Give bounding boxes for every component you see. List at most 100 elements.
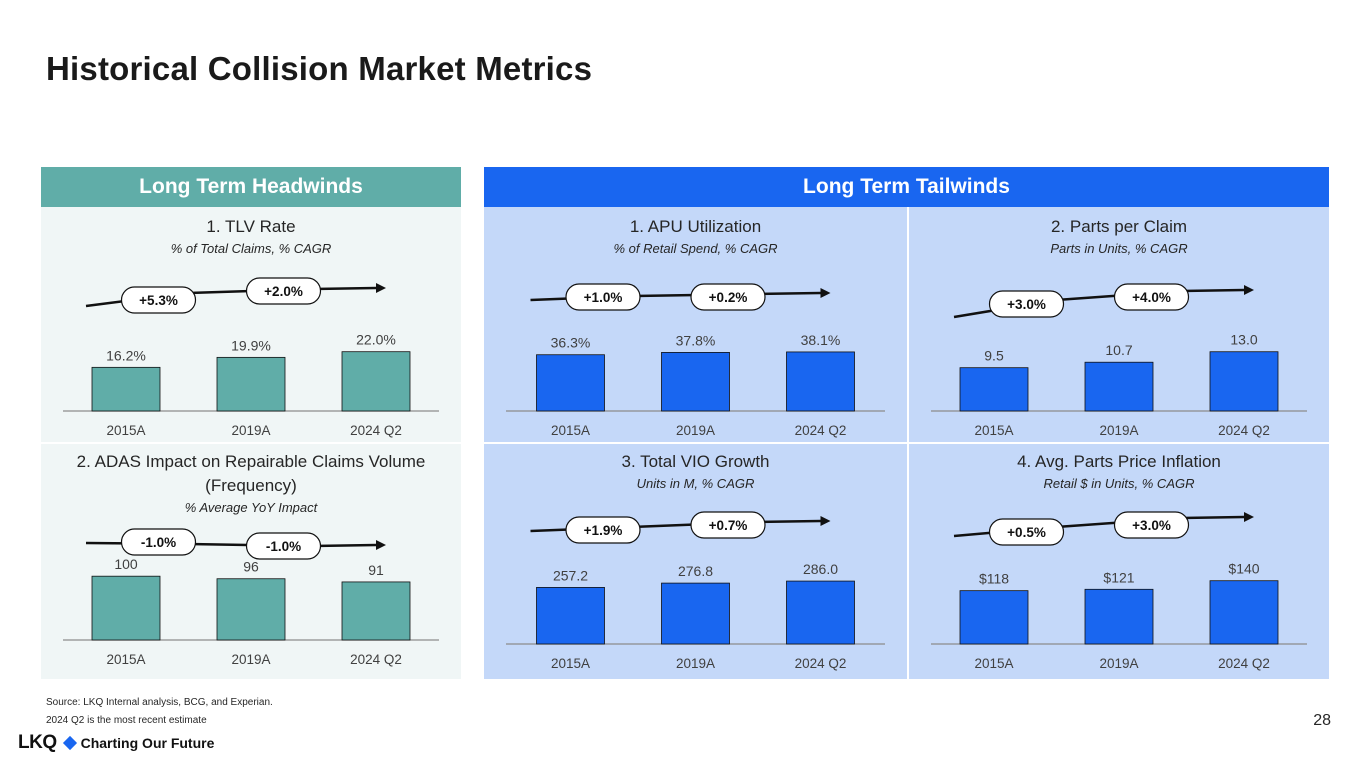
tlv-bar-0 [91,366,161,412]
ppc-subtitle: Parts in Units, % CAGR [1050,241,1188,256]
apu-bar-2 [786,351,855,412]
price-cagr-label-0: +0.5% [1007,525,1046,540]
ppc-value-label-0: 9.5 [984,348,1004,364]
apu-value-label-2: 38.1% [801,332,841,348]
vio-category-label-1: 2019A [676,656,715,671]
adas-title-line-1: 2. ADAS Impact on Repairable Claims Volu… [76,452,426,471]
apu-cagr-pill-1 [690,283,766,311]
logo-wordmark: LKQ [18,732,57,753]
ppc-cagr-label-1: +4.0% [1132,290,1171,305]
vio-subtitle: Units in M, % CAGR [636,476,755,491]
adas-cagr-label-1: -1.0% [266,539,301,554]
tlv-chart: 16.2% 2015A 19.9% 2019A 22.0% 2024 Q2 +5.3% +2.… [63,277,439,438]
apu-category-label-2: 2024 Q2 [795,423,847,438]
apu-chart: 36.3% 2015A 37.8% 2019A 38.1% 2024 Q2 +1.0% +0.… [506,283,885,438]
adas-category-label-0: 2015A [106,652,145,667]
apu-title: 1. APU Utilization [629,217,762,236]
apu-cagr-pill-0 [565,283,641,311]
adas-category-label-2: 2024 Q2 [350,652,402,667]
price-value-label-0: $118 [979,571,1009,587]
tlv-bar-2 [341,351,411,412]
tlv-bar-1 [216,356,286,412]
price-value-label-1: $121 [1103,569,1134,585]
ppc-value-label-2: 13.0 [1230,332,1257,348]
ppc-bar-1 [1084,361,1154,412]
adas-bar-2 [341,581,411,641]
page-title: Historical Collision Market Metrics [46,50,593,87]
vio-category-label-0: 2015A [551,656,590,671]
apu-cagr-label-0: +1.0% [584,290,623,305]
price-bar-0 [959,590,1029,645]
vio-title: 3. Total VIO Growth [621,452,770,471]
vio-cagr-pill-0 [565,516,641,544]
adas-bar-0 [91,575,161,641]
tlv-title: 1. TLV Rate [206,217,296,236]
vio-arrow-head-icon [820,516,831,526]
ppc-cagr-label-0: +3.0% [1007,297,1046,312]
tlv-subtitle: % of Total Claims, % CAGR [170,241,332,256]
logo-tagline: Charting Our Future [80,735,215,751]
vio-cagr-label-1: +0.7% [709,518,748,533]
apu-bar-1 [661,352,730,412]
price-value-label-2: $140 [1228,561,1259,577]
ppc-bar-2 [1209,351,1279,412]
ppc-value-label-1: 10.7 [1105,342,1132,358]
apu-arrow-head-icon [820,288,831,298]
apu-value-label-0: 36.3% [551,335,591,351]
apu-cagr-label-1: +0.2% [709,290,748,305]
headwinds-header: Long Term Headwinds [41,167,461,207]
ppc-bar-0 [959,367,1029,412]
vio-cagr-label-0: +1.9% [584,523,623,538]
tailwinds-header: Long Term Tailwinds [484,167,1329,207]
apu-category-label-0: 2015A [551,423,590,438]
adas-panel: 2. ADAS Impact on Repairable Claims Volu… [41,444,461,679]
adas-value-label-0: 100 [114,556,138,572]
tlv-value-label-0: 16.2% [106,347,146,363]
vio-bar-1 [661,582,730,645]
vio-panel: 3. Total VIO Growth Units in M, % CAGR 2… [484,444,907,679]
tlv-cagr-label-0: +5.3% [139,293,178,308]
ppc-category-label-2: 2024 Q2 [1218,423,1270,438]
adas-subtitle: % Average YoY Impact [184,500,318,515]
price-panel: 4. Avg. Parts Price Inflation Retail $ i… [909,444,1329,679]
ppc-arrow-head-icon [1244,285,1254,295]
vio-bar-2 [786,580,855,645]
vio-bar-0 [536,587,605,645]
vio-chart: 257.2 2015A 276.8 2019A 286.0 2024 Q2 +1.9% +0.… [506,511,885,671]
apu-bar-0 [536,354,605,412]
tlv-cagr-label-1: +2.0% [264,284,303,299]
ppc-cagr-pill-1 [1113,283,1190,311]
tlv-category-label-1: 2019A [231,423,270,438]
price-arrow-head-icon [1244,512,1254,522]
vio-value-label-2: 286.0 [803,561,838,577]
ppc-chart: 9.5 2015A 10.7 2019A 13.0 2024 Q2 +3.0% +4.0% [931,283,1307,438]
source-footnote: Source: LKQ Internal analysis, BCG, and … [46,697,273,708]
tlv-panel: 1. TLV Rate % of Total Claims, % CAGR 16… [41,207,461,442]
price-cagr-label-1: +3.0% [1132,518,1171,533]
ppc-title: 2. Parts per Claim [1050,217,1188,236]
adas-value-label-1: 96 [243,559,259,575]
price-bar-1 [1084,588,1154,645]
price-bar-2 [1209,580,1279,645]
tlv-value-label-2: 22.0% [356,332,396,348]
adas-cagr-pill-0 [120,528,197,556]
estimate-footnote: 2024 Q2 is the most recent estimate [46,715,207,726]
adas-chart: 100 2015A 96 2019A 91 2024 Q2 -1.0% -1.0% [63,528,439,667]
tlv-category-label-0: 2015A [106,423,145,438]
parts-per-claim-panel: 2. Parts per Claim Parts in Units, % CAG… [909,207,1329,442]
adas-cagr-pill-1 [245,532,322,560]
page-number: 28 [1313,712,1331,729]
tlv-cagr-pill-1 [245,277,322,305]
adas-title-line-2: (Frequency) [205,476,297,495]
lkq-logo: LKQ Charting Our Future [18,732,215,753]
ppc-category-label-0: 2015A [974,423,1013,438]
tlv-cagr-pill-0 [120,286,197,314]
adas-category-label-1: 2019A [231,652,270,667]
adas-value-label-2: 91 [368,562,384,578]
adas-arrow-head-icon [376,540,386,550]
apu-subtitle: % of Retail Spend, % CAGR [613,241,778,256]
vio-cagr-pill-1 [690,511,766,539]
price-cagr-pill-0 [988,518,1065,546]
price-category-label-2: 2024 Q2 [1218,656,1270,671]
ppc-category-label-1: 2019A [1099,423,1138,438]
